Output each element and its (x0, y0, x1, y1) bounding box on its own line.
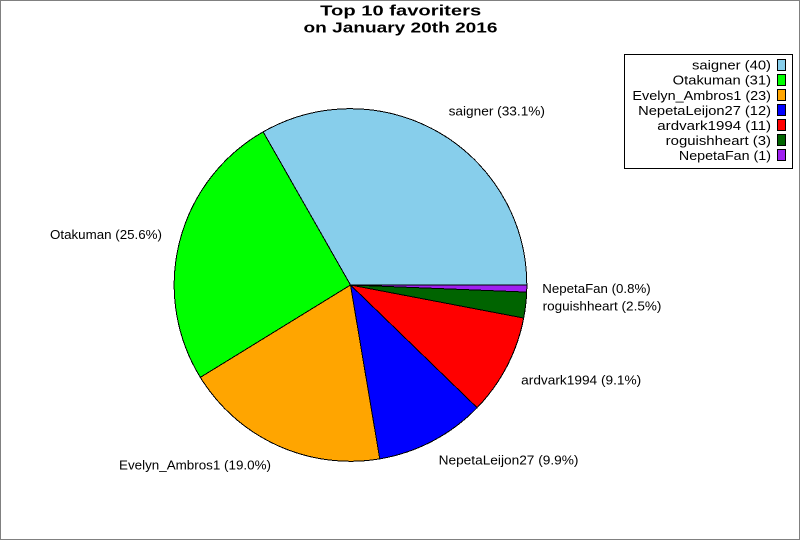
svg-text:Otakuman (31): Otakuman (31) (673, 73, 771, 88)
svg-text:NepetaFan (1): NepetaFan (1) (679, 148, 771, 163)
svg-text:on January 20th 2016: on January 20th 2016 (304, 20, 498, 37)
svg-text:NepetaLeijon27 (12): NepetaLeijon27 (12) (638, 103, 771, 118)
svg-text:saigner (40): saigner (40) (692, 58, 771, 73)
svg-text:roguishheart (3): roguishheart (3) (666, 133, 771, 148)
svg-text:ardvark1994 (11): ardvark1994 (11) (657, 118, 771, 133)
svg-text:roguishheart (2.5%): roguishheart (2.5%) (543, 299, 662, 314)
svg-text:Top 10 favoriters: Top 10 favoriters (320, 3, 481, 20)
svg-text:NepetaFan (0.8%): NepetaFan (0.8%) (542, 281, 650, 296)
svg-text:Otakuman (25.6%): Otakuman (25.6%) (50, 227, 162, 242)
svg-text:saigner (33.1%): saigner (33.1%) (449, 104, 545, 119)
svg-text:ardvark1994 (9.1%): ardvark1994 (9.1%) (521, 372, 641, 387)
svg-text:Evelyn_Ambros1 (23): Evelyn_Ambros1 (23) (632, 88, 771, 103)
svg-text:NepetaLeijon27 (9.9%): NepetaLeijon27 (9.9%) (439, 453, 579, 468)
svg-text:Evelyn_Ambros1 (19.0%): Evelyn_Ambros1 (19.0%) (119, 457, 271, 472)
